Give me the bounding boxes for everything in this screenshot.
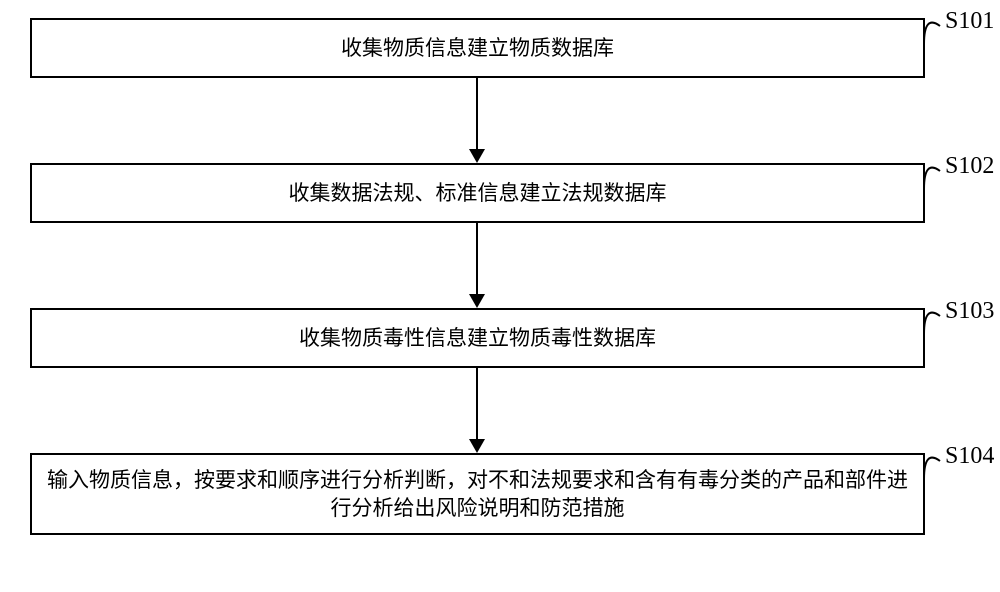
step-box-s102: 收集数据法规、标准信息建立法规数据库 (30, 163, 925, 223)
flow-arrow (467, 78, 487, 163)
step-text: 收集物质毒性信息建立物质毒性数据库 (299, 324, 656, 352)
step-box-s101: 收集物质信息建立物质数据库 (30, 18, 925, 78)
step-bracket (922, 302, 942, 336)
step-text: 收集数据法规、标准信息建立法规数据库 (289, 179, 667, 207)
step-box-s103: 收集物质毒性信息建立物质毒性数据库 (30, 308, 925, 368)
step-label-s101: S101 (945, 8, 994, 35)
flow-arrow (467, 223, 487, 308)
step-bracket (922, 447, 942, 481)
flow-arrow (467, 368, 487, 453)
step-label-s103: S103 (945, 298, 994, 325)
step-label-s104: S104 (945, 443, 994, 470)
flowchart-canvas: 收集物质信息建立物质数据库 S101 收集数据法规、标准信息建立法规数据库 S102 收… (0, 0, 1000, 592)
step-text: 收集物质信息建立物质数据库 (341, 34, 614, 62)
step-text: 输入物质信息，按要求和顺序进行分析判断，对不和法规要求和含有有毒分类的产品和部件… (42, 466, 913, 523)
step-bracket (922, 157, 942, 191)
step-label-s102: S102 (945, 153, 994, 180)
step-box-s104: 输入物质信息，按要求和顺序进行分析判断，对不和法规要求和含有有毒分类的产品和部件… (30, 453, 925, 535)
step-bracket (922, 12, 942, 46)
